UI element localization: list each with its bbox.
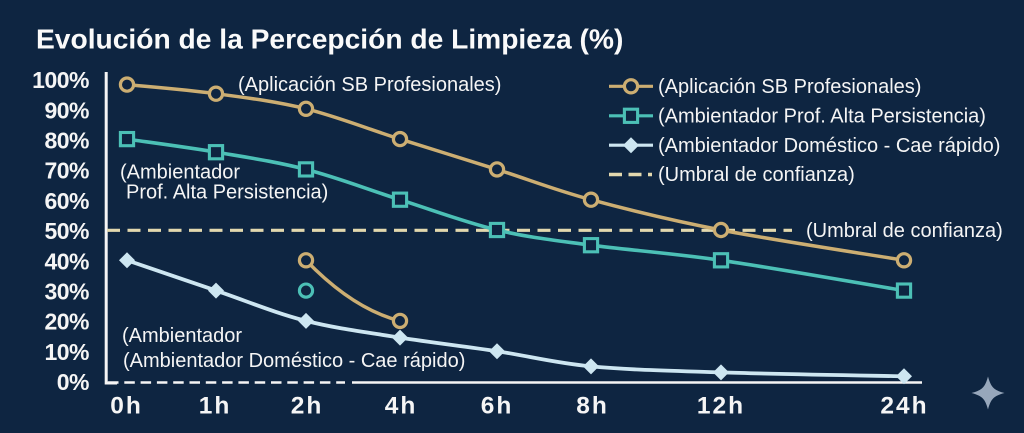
svg-text:12h: 12h — [697, 393, 745, 420]
svg-text:Evolución de la Percepción de: Evolución de la Percepción de Limpieza (… — [36, 23, 623, 55]
svg-text:100%: 100% — [32, 67, 89, 93]
svg-text:60%: 60% — [44, 188, 89, 214]
svg-text:0h: 0h — [110, 393, 143, 420]
svg-text:30%: 30% — [44, 279, 89, 305]
svg-text:Prof. Alta Persistencia): Prof. Alta Persistencia) — [126, 182, 328, 204]
svg-text:(Aplicación SB Profesionales): (Aplicación SB Profesionales) — [238, 74, 501, 96]
svg-text:1h: 1h — [199, 393, 232, 420]
svg-text:(Ambientador: (Ambientador — [122, 325, 242, 347]
svg-text:50%: 50% — [44, 218, 89, 244]
svg-text:(Ambientador: (Ambientador — [120, 162, 240, 184]
svg-text:0%: 0% — [57, 369, 89, 395]
svg-text:10%: 10% — [44, 339, 89, 365]
svg-text:8h: 8h — [576, 393, 609, 420]
svg-text:2h: 2h — [291, 393, 324, 420]
svg-text:90%: 90% — [44, 97, 89, 123]
svg-text:(Ambientador Prof. Alta Persis: (Ambientador Prof. Alta Persistencia) — [658, 106, 986, 128]
svg-text:(Ambientador Doméstico - Cae r: (Ambientador Doméstico - Cae rápido) — [658, 135, 1000, 157]
svg-text:(Umbral de confianza): (Umbral de confianza) — [806, 220, 1003, 242]
svg-text:40%: 40% — [44, 248, 89, 274]
svg-text:80%: 80% — [44, 128, 89, 154]
svg-text:6h: 6h — [481, 393, 514, 420]
svg-text:20%: 20% — [44, 309, 89, 335]
svg-text:70%: 70% — [44, 158, 89, 184]
svg-text:(Umbral de confianza): (Umbral de confianza) — [658, 164, 855, 186]
svg-text:24h: 24h — [880, 393, 928, 420]
svg-text:(Ambientador Doméstico - Cae r: (Ambientador Doméstico - Cae rápido) — [123, 350, 465, 372]
svg-text:(Aplicación SB Profesionales): (Aplicación SB Profesionales) — [658, 76, 921, 98]
svg-text:4h: 4h — [385, 393, 418, 420]
